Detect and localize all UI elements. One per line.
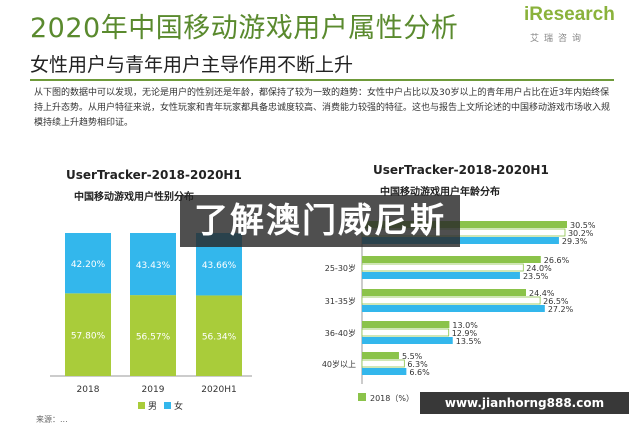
page-title: 2020年中国移动游戏用户属性分析 — [30, 13, 459, 44]
gender-bar-label: 42.20% — [71, 260, 106, 270]
age-category-label: 25-30岁 — [325, 263, 356, 273]
age-bar-label: 6.3% — [407, 360, 428, 369]
logo-main-text: iResearch — [524, 4, 615, 25]
gender-bar-label: 56.57% — [136, 333, 171, 343]
age-bar-2 — [362, 237, 559, 244]
age-category-label: 36-40岁 — [325, 328, 356, 338]
age-bar-1 — [361, 263, 524, 272]
age-bar-label: 13.0% — [452, 321, 478, 330]
age-chart-subtitle: 中国移动游戏用户年龄分布 — [380, 187, 500, 198]
age-category-label: 31-35岁 — [325, 296, 356, 306]
age-bar-label: 29.3% — [562, 237, 588, 246]
age-bar-2 — [362, 337, 453, 344]
age-bar-label: 27.2% — [548, 305, 574, 314]
age-bar-label: 26.6% — [544, 256, 570, 265]
iresearch-logo: iResearch 艾瑞咨询 — [524, 4, 615, 48]
gender-category-label: 2018 — [77, 385, 100, 395]
gender-bar-female — [65, 233, 111, 294]
gender-bar-label: 56.34% — [202, 333, 237, 343]
age-bar-label: 5.5% — [402, 352, 423, 361]
age-bar-1 — [361, 296, 541, 305]
gender-legend-swatch-male — [138, 402, 145, 409]
watermark-url[interactable]: www.jianhorng888.com — [420, 392, 629, 414]
gender-category-label: 2020H1 — [201, 385, 236, 395]
age-bar-label: 24.4% — [529, 289, 555, 298]
title-divider — [30, 79, 614, 81]
gender-bar-male — [130, 295, 176, 376]
gender-legend-label: 女 — [174, 400, 183, 412]
gender-legend-swatch-female — [164, 402, 171, 409]
gender-category-label: 2019 — [142, 385, 165, 395]
age-bar-label: 24.0% — [526, 264, 552, 273]
age-category-label: 40岁以上 — [322, 359, 356, 369]
age-legend-swatch — [358, 393, 366, 401]
gender-chart-subtitle: 中国移动游戏用户性别分布 — [74, 192, 194, 203]
gender-bar-female — [130, 233, 176, 296]
age-bar-2 — [362, 368, 407, 375]
age-bar-label: 6.6% — [409, 368, 430, 377]
age-bar-0 — [362, 256, 541, 263]
age-bar-label: 26.5% — [543, 297, 569, 306]
age-bar-1 — [361, 359, 405, 368]
age-bar-2 — [362, 272, 520, 279]
age-bar-0 — [362, 352, 399, 359]
gender-bar-label: 57.80% — [71, 332, 106, 342]
gender-bar-label: 43.43% — [136, 261, 171, 271]
page-subtitle: 女性用户与青年用户主导作用不断上升 — [30, 54, 354, 76]
gender-bar-male — [196, 295, 242, 376]
gender-bar-male — [65, 293, 111, 376]
source-footer: 来源：... — [36, 415, 68, 424]
body-paragraph: 从下图的数据中可以发现，无论是用户的性别还是年龄，都保持了较为一致的趋势：女性中… — [34, 88, 611, 128]
age-bar-2 — [362, 305, 545, 312]
age-chart-title: UserTracker-2018-2020H1 — [373, 163, 549, 177]
age-bar-label: 13.5% — [456, 337, 482, 346]
overlay-banner-text[interactable]: 了解澳门威尼斯 — [194, 201, 446, 241]
gender-bar-label: 43.66% — [202, 261, 237, 271]
age-legend-label: 2018（%） — [370, 394, 414, 403]
age-bar-1 — [361, 328, 450, 337]
age-bar-label: 12.9% — [452, 329, 478, 338]
gender-chart-title: UserTracker-2018-2020H1 — [66, 168, 242, 182]
age-bar-0 — [362, 221, 567, 228]
gender-legend-label: 男 — [148, 401, 157, 412]
logo-sub-text: 艾瑞咨询 — [530, 34, 587, 44]
overlay-banner[interactable]: 了解澳门威尼斯 — [180, 195, 460, 247]
age-bar-0 — [362, 321, 450, 328]
age-bar-label: 30.5% — [570, 221, 596, 230]
age-bar-0 — [362, 289, 526, 296]
age-bar-label: 30.2% — [568, 229, 594, 238]
age-bar-label: 23.5% — [523, 272, 549, 281]
